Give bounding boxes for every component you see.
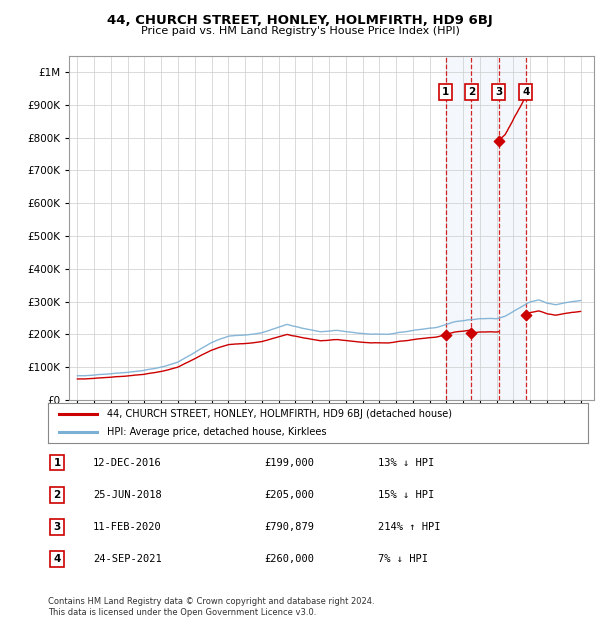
Text: 2: 2 [468,87,475,97]
Text: 44, CHURCH STREET, HONLEY, HOLMFIRTH, HD9 6BJ (detached house): 44, CHURCH STREET, HONLEY, HOLMFIRTH, HD… [107,409,452,419]
Text: £205,000: £205,000 [264,490,314,500]
Bar [446,56,526,400]
Text: Contains HM Land Registry data © Crown copyright and database right 2024.: Contains HM Land Registry data © Crown c… [48,597,374,606]
Text: 1: 1 [53,458,61,467]
Text: 44, CHURCH STREET, HONLEY, HOLMFIRTH, HD9 6BJ: 44, CHURCH STREET, HONLEY, HOLMFIRTH, HD… [107,14,493,27]
Text: This data is licensed under the Open Government Licence v3.0.: This data is licensed under the Open Gov… [48,608,316,617]
Text: 3: 3 [495,87,502,97]
Text: 1: 1 [442,87,449,97]
Text: £790,879: £790,879 [264,522,314,532]
Text: 24-SEP-2021: 24-SEP-2021 [93,554,162,564]
Point [494,136,503,146]
Text: 3: 3 [53,522,61,532]
Text: HPI: Average price, detached house, Kirklees: HPI: Average price, detached house, Kirk… [107,427,327,438]
Text: 25-JUN-2018: 25-JUN-2018 [93,490,162,500]
Point [521,310,530,320]
Text: £199,000: £199,000 [264,458,314,467]
Text: 7% ↓ HPI: 7% ↓ HPI [378,554,428,564]
Text: 4: 4 [53,554,61,564]
Text: £260,000: £260,000 [264,554,314,564]
Text: 13% ↓ HPI: 13% ↓ HPI [378,458,434,467]
Point [441,330,451,340]
Text: Price paid vs. HM Land Registry's House Price Index (HPI): Price paid vs. HM Land Registry's House … [140,26,460,36]
Text: 12-DEC-2016: 12-DEC-2016 [93,458,162,467]
Text: 15% ↓ HPI: 15% ↓ HPI [378,490,434,500]
Text: 11-FEB-2020: 11-FEB-2020 [93,522,162,532]
Point [467,328,476,338]
Text: 214% ↑ HPI: 214% ↑ HPI [378,522,440,532]
Text: 4: 4 [522,87,529,97]
Text: 2: 2 [53,490,61,500]
